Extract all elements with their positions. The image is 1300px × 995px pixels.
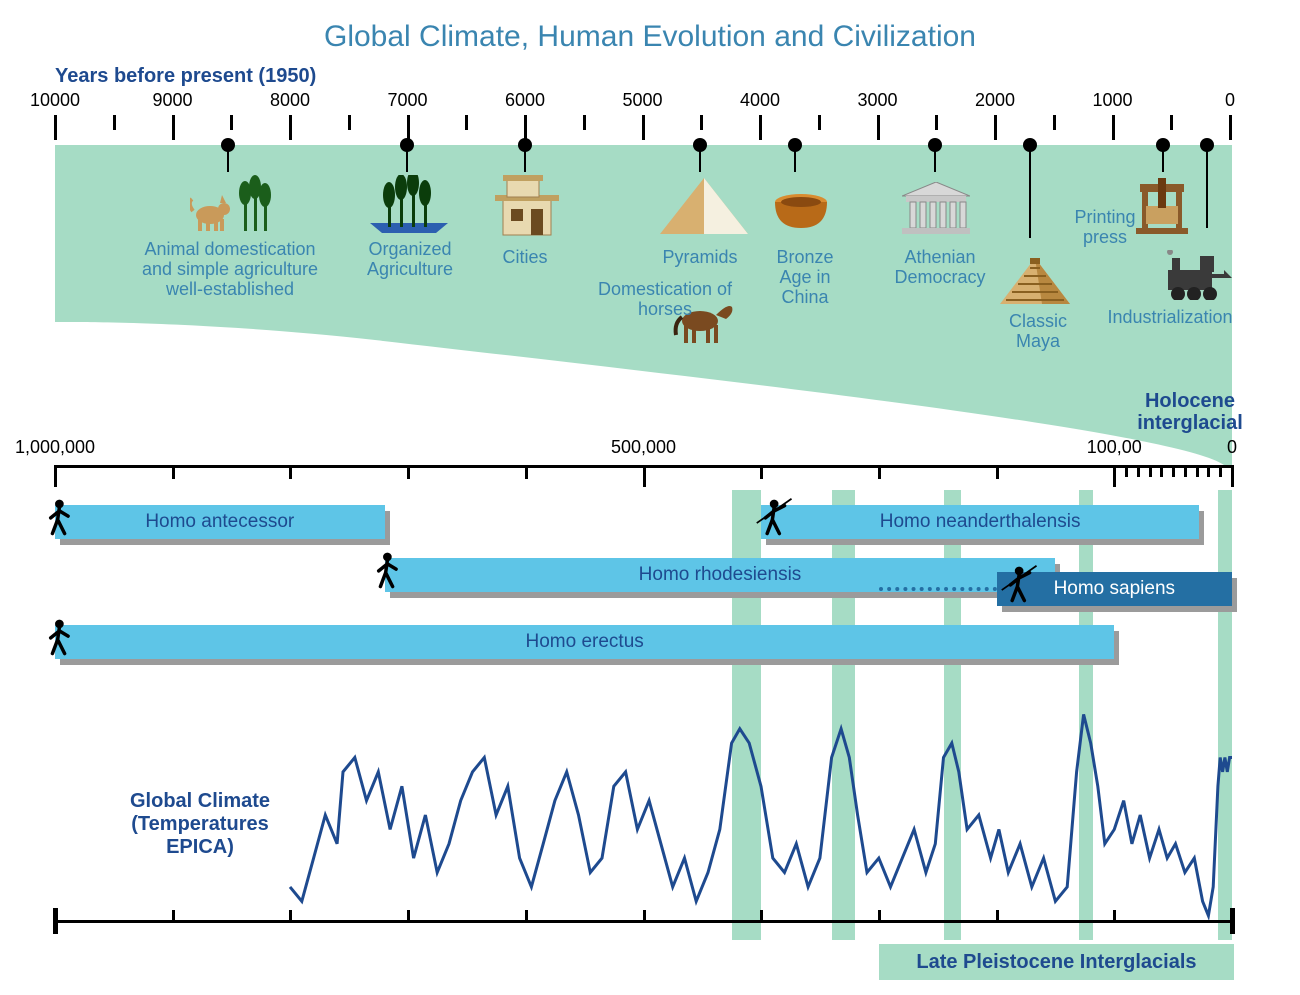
bottom-tick [643,910,646,922]
bottom-tick [1113,910,1116,922]
interglacial-legend: Late Pleistocene Interglacials [879,944,1234,980]
bottom-tick-end [53,908,58,934]
bottom-tick [525,910,528,922]
bottom-tick [289,910,292,922]
bottom-tick-end [1230,908,1235,934]
bottom-tick [407,910,410,922]
bottom-tick [996,910,999,922]
bottom-tick [760,910,763,922]
bottom-axis [0,0,1300,970]
bottom-tick [172,910,175,922]
bottom-tick [878,910,881,922]
infographic-root: Global Climate, Human Evolution and Civi… [0,0,1300,995]
